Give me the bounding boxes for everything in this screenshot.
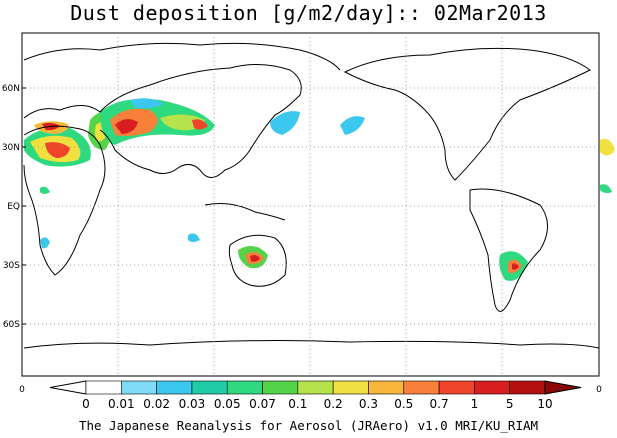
lat-tick-label: 30S (3, 261, 20, 271)
colorbar-segment (156, 380, 193, 395)
colorbar-right-arrow (544, 380, 582, 395)
graticule (22, 33, 599, 376)
colorbar-label: 0.07 (249, 397, 276, 411)
lat-tick-label: 60S (3, 320, 20, 330)
colorbar-label: 0.03 (179, 397, 206, 411)
colorbar-segment (121, 380, 157, 395)
lat-tick-label: 60N (2, 84, 20, 94)
colorbar-segment (509, 380, 546, 395)
colorbar-left-arrow (49, 380, 87, 395)
dust-shading (24, 98, 615, 281)
colorbar-label: 1 (471, 397, 479, 411)
colorbar-label: 0.01 (108, 397, 135, 411)
colorbar-segment (438, 380, 475, 395)
colorbar-label: 10 (537, 397, 552, 411)
lat-tick-labels: 60N 30N EQ 30S 60S (2, 84, 26, 330)
colorbar-label: 0.1 (288, 397, 307, 411)
colorbar-segment (262, 380, 299, 395)
lat-tick-label: 30N (2, 143, 20, 153)
colorbar-segment (85, 380, 122, 395)
colorbar-segment (191, 380, 228, 395)
colorbar-label: 0.02 (143, 397, 170, 411)
colorbar-label: 0.7 (430, 397, 449, 411)
colorbar-label: 0.05 (214, 397, 241, 411)
map-footer: The Japanese Reanalysis for Aerosol (JRA… (78, 418, 539, 433)
colorbar-label: 5 (506, 397, 514, 411)
map-frame (21, 32, 600, 377)
colorbar-label: 0 (82, 397, 90, 411)
colorbar-segment (474, 380, 510, 395)
lat-tick-label: EQ (7, 202, 20, 212)
colorbar: 0 0.01 0.02 0.03 0.05 0.07 0.1 0.2 0.3 0.5 0.7 1 5 10… (19, 380, 602, 411)
colorbar-segment (368, 380, 405, 395)
colorbar-segment (297, 380, 334, 395)
coastlines (23, 42, 600, 349)
colorbar-end-right: 0 (596, 385, 602, 395)
colorbar-label: 0.3 (359, 397, 378, 411)
colorbar-segment (332, 380, 369, 395)
colorbar-segment (226, 380, 263, 395)
colorbar-segment (403, 380, 440, 395)
map-title: Dust deposition [g/m2/day]:: 02Mar2013 (70, 1, 547, 25)
colorbar-label: 0.5 (394, 397, 413, 411)
colorbar-end-left: 0 (19, 385, 25, 395)
colorbar-label: 0.2 (324, 397, 343, 411)
